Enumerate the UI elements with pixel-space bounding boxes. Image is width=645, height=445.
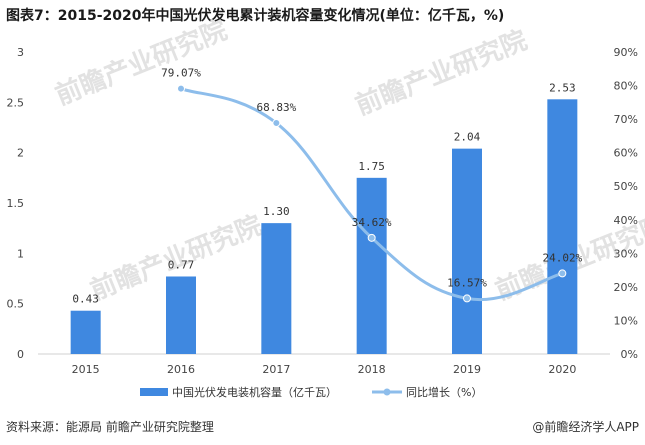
line-point [463,294,471,303]
line-point [177,84,185,93]
y-left-tick-label: 2.5 [7,96,25,109]
line-data-label: 24.02% [542,251,582,264]
line-data-label: 68.83% [256,101,296,114]
bar-data-label: 1.30 [263,205,290,218]
line-data-label: 16.57% [447,276,487,289]
bar-series: 0.43 0.77 1.30 1.75 2.04 2.53 [70,81,578,355]
y-axis-right: 0% 10% 20% 30% 40% 50% 60% 70% 80% 90% [614,46,638,361]
bar-data-label: 0.43 [72,293,99,306]
line-data-label: 34.62% [352,216,392,229]
watermark: 前瞻产业研究院 [351,25,531,122]
brand-credit: @前瞻经济学人APP [532,420,639,434]
y-axis-left: 0 0.5 1 1.5 2 2.5 3 [7,46,25,361]
y-left-tick-label: 0.5 [7,298,25,311]
legend: 中国光伏发电装机容量（亿千瓦） 同比增长（%） [140,385,482,399]
watermark: 前瞻产业研究院 [51,15,231,112]
y-right-tick-label: 10% [614,314,638,327]
y-right-tick-label: 30% [614,247,638,260]
line-point [367,233,376,242]
legend-bar-label: 中国光伏发电装机容量（亿千瓦） [172,385,337,399]
bar-data-label: 2.04 [454,131,481,144]
source-note: 资料来源：能源局 前瞻产业研究院整理 [6,420,214,434]
y-left-tick-label: 1.5 [7,197,25,210]
bar-data-label: 2.53 [549,81,576,94]
x-tick-label: 2018 [358,363,386,376]
y-right-tick-label: 50% [614,180,638,193]
y-left-tick-label: 1 [17,247,24,260]
bar [261,223,292,354]
bar-data-label: 1.75 [358,160,385,173]
x-tick-label: 2017 [262,363,290,376]
y-right-tick-label: 60% [614,147,638,160]
line-data-label: 79.07% [161,67,201,80]
y-right-tick-label: 90% [614,46,638,59]
bar [166,276,196,354]
x-tick-label: 2015 [72,363,100,376]
y-right-tick-label: 20% [614,281,638,294]
x-tick-label: 2019 [453,363,481,376]
bar [356,177,387,354]
line-series: 79.07% 68.83% 34.62% 16.57% 24.02% [161,67,583,303]
bar [547,99,578,355]
legend-bar-swatch [140,388,168,396]
y-right-tick-label: 0% [621,348,638,361]
y-right-tick-label: 40% [614,214,638,227]
x-axis-ticks: 2015 2016 2017 2018 2019 2020 [72,363,577,376]
y-left-tick-label: 2 [17,147,24,160]
bar [452,148,482,354]
line-point [272,119,281,128]
legend-line-marker [383,388,391,396]
x-tick-label: 2020 [548,363,576,376]
bar-data-label: 0.77 [168,258,195,271]
x-tick-label: 2016 [167,363,195,376]
y-left-tick-label: 0 [17,348,24,361]
y-right-tick-label: 70% [614,113,638,126]
line-point [558,269,567,278]
chart-title: 图表7：2015-2020年中国光伏发电累计装机容量变化情况(单位：亿千瓦，%) [6,8,505,24]
bar [70,310,101,354]
y-left-tick-label: 3 [17,46,24,59]
legend-line-label: 同比增长（%） [406,385,482,399]
y-right-tick-label: 80% [614,80,638,93]
